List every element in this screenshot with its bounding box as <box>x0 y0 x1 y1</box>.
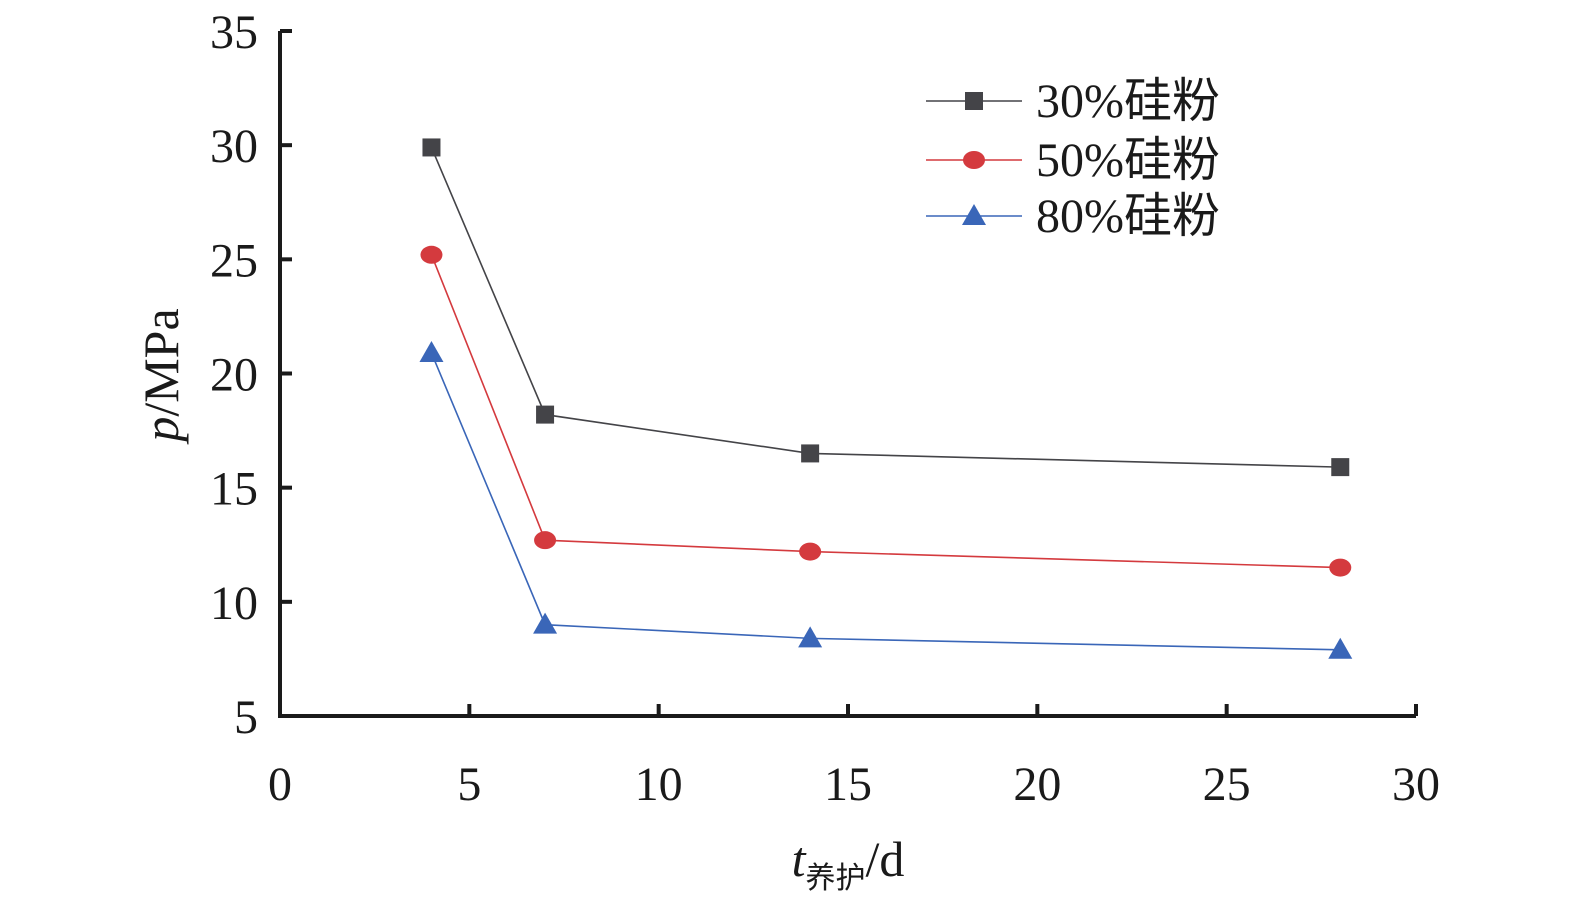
legend-marker <box>963 151 985 169</box>
x-axis-subscript: 养护 <box>806 861 866 896</box>
legend-item-2: 50%硅粉 <box>926 134 1220 187</box>
x-axis-variable: t <box>792 831 807 887</box>
x-tick-label: 25 <box>1203 758 1251 811</box>
legend-marker <box>962 204 986 225</box>
series-line <box>430 352 1341 651</box>
data-point <box>1331 458 1350 477</box>
legend-item-1: 30%硅粉 <box>926 75 1220 128</box>
x-tick-label: 5 <box>457 758 481 811</box>
series-line <box>430 254 1341 569</box>
data-point <box>801 444 820 463</box>
x-axis-title: t养护/d <box>792 831 905 896</box>
x-axis-unit: /d <box>866 831 905 887</box>
data-point <box>798 626 823 648</box>
y-axis-variable: p <box>133 417 189 445</box>
x-tick-label: 0 <box>268 758 292 811</box>
data-point <box>533 612 558 634</box>
data-point <box>536 405 555 424</box>
legend-item-3: 80%硅粉 <box>926 190 1220 243</box>
y-axis-unit: /MPa <box>133 308 189 416</box>
legend-label: 30%硅粉 <box>1036 75 1220 128</box>
x-tick-label: 20 <box>1013 758 1061 811</box>
x-tick-label: 15 <box>824 758 872 811</box>
data-point <box>419 340 444 362</box>
data-point <box>534 531 557 550</box>
x-tick-label: 10 <box>635 758 683 811</box>
data-point <box>1329 558 1352 577</box>
data-point <box>1328 637 1353 659</box>
x-tick-label: 30 <box>1392 758 1440 811</box>
legend-label: 80%硅粉 <box>1036 190 1220 243</box>
y-tick-label: 25 <box>210 234 258 287</box>
y-tick-label: 35 <box>210 6 258 59</box>
legend-marker <box>965 92 983 110</box>
y-tick-label: 20 <box>210 349 258 402</box>
data-point <box>420 245 443 264</box>
y-tick-label: 5 <box>234 691 258 744</box>
series-2 <box>420 245 1352 577</box>
y-tick-label: 15 <box>210 463 258 516</box>
y-tick-label: 10 <box>210 577 258 630</box>
data-point <box>799 542 822 561</box>
series-3 <box>419 340 1353 659</box>
legend-label: 50%硅粉 <box>1036 134 1220 187</box>
y-axis-title: p/MPa <box>133 308 189 444</box>
series-1 <box>422 138 1350 477</box>
y-tick-label: 30 <box>210 120 258 173</box>
data-point <box>422 138 441 157</box>
series-line <box>430 147 1341 468</box>
series-layer <box>419 138 1353 659</box>
